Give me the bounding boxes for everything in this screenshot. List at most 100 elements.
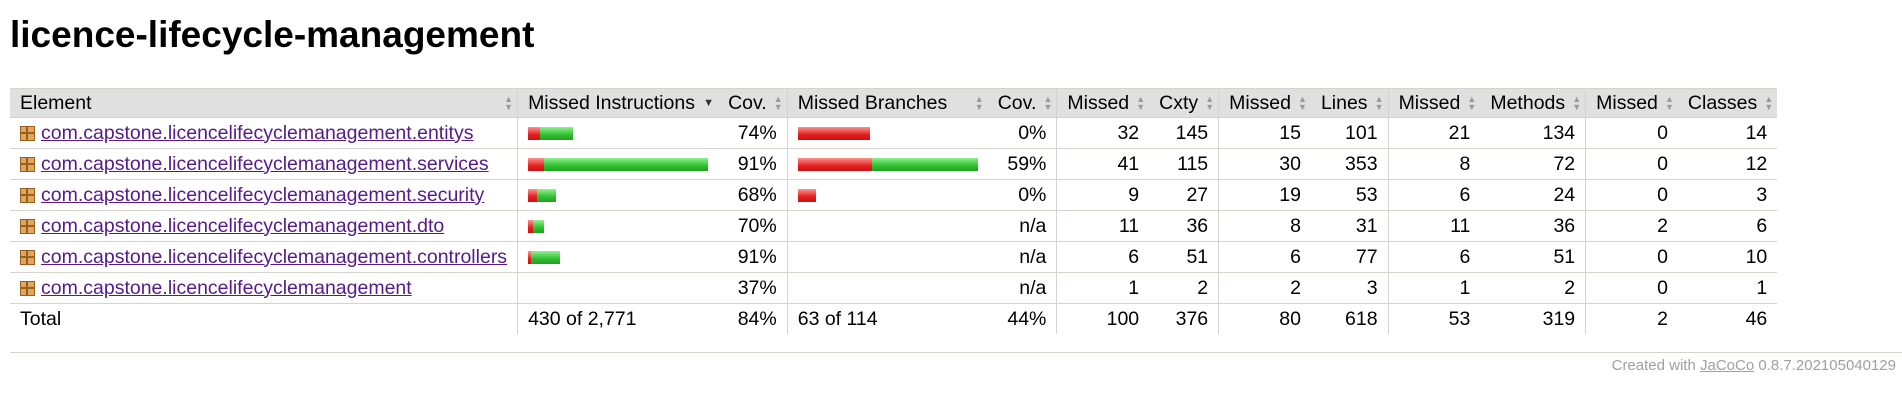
total-lines: 618 [1310, 303, 1389, 334]
package-link[interactable]: com.capstone.licencelifecyclemanagement.… [41, 214, 445, 237]
total-complexity: 376 [1149, 303, 1219, 334]
complexity: 36 [1149, 210, 1219, 242]
missed-bar-segment [797, 126, 870, 140]
package-icon [20, 125, 35, 141]
covered-bar-segment [533, 219, 545, 233]
total-missed-instructions: 430 of 2,771 [517, 303, 719, 334]
sort-arrows-icon: ▲ ▼ [1665, 94, 1674, 112]
instructions-coverage: 91% [718, 241, 788, 273]
covered-bar-segment [537, 188, 557, 202]
sort-arrows-icon: ▲ ▼ [1205, 94, 1215, 112]
missed-instructions-bar-cell [517, 241, 719, 273]
package-icon [20, 249, 35, 265]
table-row: com.capstone.licencelifecyclemanagement.… [10, 210, 1778, 242]
footer-divider [10, 352, 1902, 353]
missed-bar-segment [528, 157, 545, 171]
package-link[interactable]: com.capstone.licencelifecyclemanagement.… [41, 245, 508, 268]
header-element[interactable]: Element ▲ ▼ [10, 88, 518, 118]
header-classes[interactable]: Classes ▲ ▼ [1677, 88, 1778, 118]
classes: 10 [1677, 241, 1778, 273]
header-missed-classes[interactable]: Missed ▲ ▼ [1585, 88, 1678, 118]
covered-bar-segment [544, 157, 709, 171]
header-missed-instructions[interactable]: Missed Instructions ▲▼ [517, 88, 719, 118]
missed-lines: 2 [1218, 272, 1311, 304]
package-cell: com.capstone.licencelifecyclemanagement [10, 272, 518, 304]
missed-bar-segment [528, 126, 541, 140]
table-row: com.capstone.licencelifecyclemanagement.… [10, 117, 1778, 149]
methods: 36 [1480, 210, 1586, 242]
header-complexity[interactable]: Cxty ▲ ▼ [1149, 88, 1219, 118]
table-row: com.capstone.licencelifecyclemanagement.… [10, 148, 1778, 180]
instructions-coverage-bar [528, 219, 708, 233]
header-missed-label: Missed [1398, 91, 1461, 114]
missed-complexity: 32 [1056, 117, 1150, 149]
complexity: 51 [1149, 241, 1219, 273]
missed-lines: 19 [1218, 179, 1311, 211]
total-branches-coverage: 44% [987, 303, 1057, 334]
branches-coverage: 59% [987, 148, 1057, 180]
header-missed-methods[interactable]: Missed ▲ ▼ [1387, 88, 1481, 118]
sort-arrows-icon: ▲ ▼ [1764, 94, 1774, 112]
missed-methods: 8 [1387, 148, 1481, 180]
package-icon [20, 218, 35, 234]
total-missed-branches: 63 of 114 [786, 303, 988, 334]
sort-descending-icon: ▲▼ [703, 97, 715, 109]
table-row: com.capstone.licencelifecyclemanagement.… [10, 179, 1778, 211]
methods: 24 [1480, 179, 1586, 211]
missed-instructions-bar-cell [517, 179, 719, 211]
lines: 3 [1310, 272, 1389, 304]
complexity: 145 [1149, 117, 1219, 149]
missed-bar-segment [797, 188, 816, 202]
instructions-coverage: 37% [718, 272, 788, 304]
missed-instructions-bar-cell [517, 117, 719, 149]
package-link[interactable]: com.capstone.licencelifecyclemanagement.… [41, 183, 485, 206]
header-cxty-label: Cxty [1159, 91, 1199, 114]
covered-bar-segment [871, 157, 978, 171]
missed-lines: 8 [1218, 210, 1311, 242]
sort-arrows-icon: ▲ ▼ [773, 94, 783, 112]
total-row: Total 430 of 2,771 84% 63 of 114 44% 100… [10, 303, 1778, 334]
header-missed-branches[interactable]: Missed Branches ▲ ▼ [786, 88, 988, 118]
sort-arrows-icon: ▲ ▼ [504, 94, 514, 112]
package-icon [20, 156, 35, 172]
sort-arrows-icon: ▲ ▼ [1136, 94, 1146, 112]
missed-methods: 21 [1387, 117, 1481, 149]
branches-coverage-bar [798, 220, 978, 233]
package-link[interactable]: com.capstone.licencelifecyclemanagement [41, 276, 412, 299]
branches-coverage: 0% [987, 179, 1057, 211]
sort-arrows-icon: ▲ ▼ [1572, 94, 1582, 112]
branches-coverage-bar [797, 157, 978, 171]
covered-bar-segment [540, 126, 574, 140]
branches-coverage: 0% [987, 117, 1057, 149]
missed-branches-bar-cell [786, 210, 988, 242]
missed-branches-bar-cell [786, 241, 988, 273]
header-missed-lines[interactable]: Missed ▲ ▼ [1218, 88, 1311, 118]
missed-complexity: 11 [1056, 210, 1150, 242]
footer: Created with JaCoCo 0.8.7.202105040129 [1612, 357, 1896, 374]
missed-branches-bar-cell [786, 179, 988, 211]
covered-bar-segment [531, 250, 561, 264]
header-lines[interactable]: Lines ▲ ▼ [1310, 88, 1389, 118]
classes: 12 [1677, 148, 1778, 180]
missed-branches-bar-cell [786, 148, 988, 180]
sort-arrows-icon: ▲ ▼ [1298, 94, 1307, 112]
package-link[interactable]: com.capstone.licencelifecyclemanagement.… [41, 152, 489, 175]
table-row: com.capstone.licencelifecyclemanagement 3… [10, 272, 1778, 304]
header-branches-coverage[interactable]: Cov. ▲ ▼ [987, 88, 1057, 118]
instructions-coverage-bar [528, 282, 708, 295]
lines: 31 [1310, 210, 1389, 242]
header-methods[interactable]: Methods ▲ ▼ [1480, 88, 1586, 118]
missed-bar-segment [528, 219, 534, 233]
package-link[interactable]: com.capstone.licencelifecyclemanagement.… [41, 121, 474, 144]
missed-branches-bar-cell [786, 117, 988, 149]
header-missed-complexity[interactable]: Missed ▲ ▼ [1056, 88, 1150, 118]
package-cell: com.capstone.licencelifecyclemanagement.… [10, 148, 518, 180]
total-missed-methods: 53 [1387, 303, 1481, 334]
header-instructions-coverage[interactable]: Cov. ▲ ▼ [718, 88, 788, 118]
missed-lines: 6 [1218, 241, 1311, 273]
missed-methods: 6 [1387, 179, 1481, 211]
jacoco-link[interactable]: JaCoCo [1699, 357, 1755, 374]
total-instructions-coverage: 84% [718, 303, 788, 334]
missed-classes: 0 [1585, 241, 1678, 273]
complexity: 2 [1149, 272, 1219, 304]
